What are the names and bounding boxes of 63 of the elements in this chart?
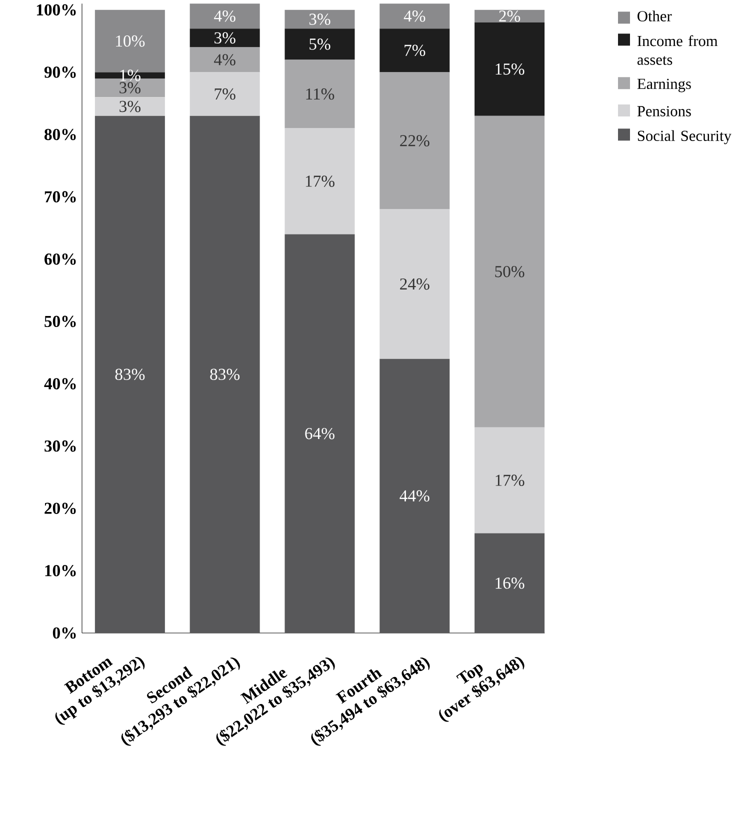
y-tick-label: 10% bbox=[45, 565, 76, 576]
bar bbox=[474, 533, 545, 633]
data-label: 4% bbox=[214, 54, 236, 66]
bar bbox=[284, 234, 355, 633]
data-label: 3% bbox=[120, 82, 141, 94]
data-label: 17% bbox=[306, 176, 335, 187]
bar bbox=[474, 427, 545, 534]
bar bbox=[190, 72, 260, 116]
legend-label: Social Security bbox=[638, 130, 732, 144]
bar bbox=[284, 28, 355, 60]
y-tick-label: 60% bbox=[44, 253, 76, 265]
bar bbox=[190, 28, 260, 48]
data-label: 7% bbox=[404, 44, 426, 56]
data-label: 22% bbox=[400, 135, 430, 146]
data-label: 2% bbox=[499, 10, 520, 22]
data-label: 5% bbox=[310, 38, 330, 50]
bar bbox=[474, 10, 545, 22]
y-tick-label: 30% bbox=[44, 440, 76, 452]
y-tick-label: 90% bbox=[44, 66, 76, 78]
y-tick-label: 70% bbox=[45, 191, 76, 202]
data-label: 24% bbox=[400, 278, 430, 290]
data-label: 3% bbox=[214, 32, 236, 44]
y-tick-label: 40% bbox=[44, 378, 76, 390]
data-label: 83% bbox=[210, 368, 240, 380]
bar bbox=[380, 4, 450, 29]
bar bbox=[95, 116, 166, 633]
bar bbox=[380, 72, 450, 210]
data-label: 1% bbox=[120, 70, 141, 81]
data-label: 10% bbox=[116, 35, 145, 47]
y-tick-label: 0% bbox=[53, 627, 76, 639]
data-label: 44% bbox=[400, 490, 430, 502]
y-tick-label: 80% bbox=[44, 128, 76, 140]
data-label: 4% bbox=[214, 10, 236, 22]
bar bbox=[380, 209, 450, 359]
bar bbox=[284, 10, 355, 29]
data-label: 17% bbox=[496, 474, 524, 486]
legend-label: Earnings bbox=[638, 78, 692, 92]
bar bbox=[95, 97, 166, 116]
bar bbox=[284, 128, 355, 234]
bar bbox=[380, 358, 450, 633]
data-label: 83% bbox=[115, 368, 145, 380]
data-label: 3% bbox=[310, 14, 330, 25]
bar bbox=[380, 28, 450, 72]
y-tick-label: 20% bbox=[44, 502, 76, 514]
bar bbox=[474, 116, 545, 428]
data-label: 4% bbox=[404, 10, 426, 22]
data-label: 16% bbox=[496, 578, 524, 589]
bar bbox=[190, 4, 260, 29]
bar bbox=[284, 60, 355, 128]
legend-label: Income from assets bbox=[638, 35, 718, 65]
bar bbox=[190, 47, 260, 72]
data-label: 64% bbox=[305, 428, 335, 440]
legend-label: Pensions bbox=[638, 106, 692, 116]
data-label: 7% bbox=[215, 88, 236, 100]
y-tick-label: 50% bbox=[44, 316, 76, 328]
bar bbox=[474, 22, 545, 116]
legend-label: Other bbox=[638, 10, 672, 22]
data-label: 11% bbox=[306, 88, 334, 100]
y-tick-label: 100% bbox=[37, 4, 76, 16]
data-label: 3% bbox=[120, 100, 141, 112]
bar bbox=[190, 116, 260, 633]
data-label: 50% bbox=[495, 266, 524, 278]
data-label: 15% bbox=[496, 63, 524, 75]
